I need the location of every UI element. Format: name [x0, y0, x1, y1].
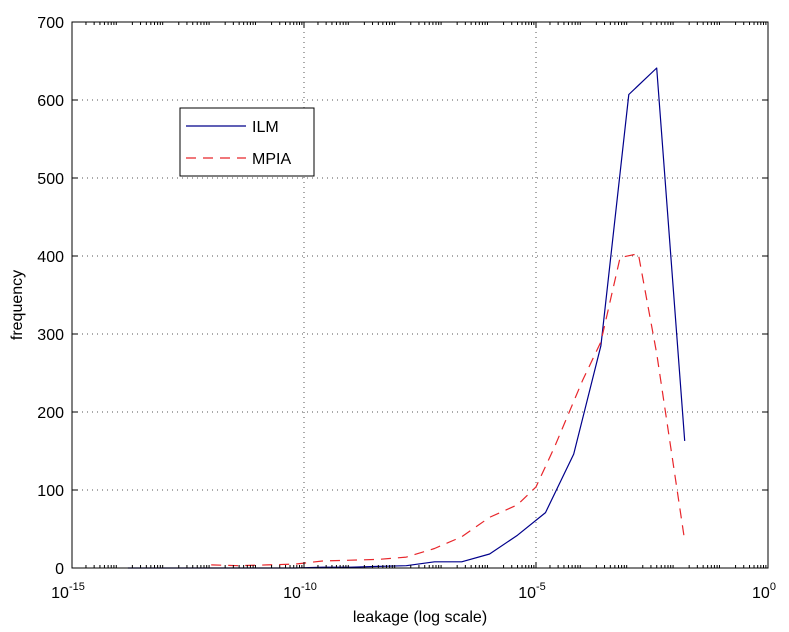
- x-tick-label: 100: [752, 581, 776, 602]
- y-tick-label: 200: [37, 405, 64, 422]
- x-tick-label: 10-15: [51, 581, 85, 602]
- plot-frame: [71, 21, 769, 569]
- y-tick-labels: 0 100 200 300 400 500 600 700: [37, 15, 64, 578]
- y-axis-label: frequency: [9, 270, 26, 340]
- y-tick-label: 700: [37, 15, 64, 32]
- x-axis-label: leakage (log scale): [353, 609, 487, 626]
- plot-background: [72, 22, 768, 568]
- tick-marks: [71, 21, 769, 569]
- legend-label-mpia: MPIA: [252, 151, 291, 168]
- legend: ILM MPIA: [179, 107, 315, 177]
- legend-box: [179, 107, 315, 177]
- series-line-mpia: [211, 253, 686, 567]
- y-tick-label: 0: [55, 561, 64, 578]
- y-tick-label: 500: [37, 171, 64, 188]
- y-tick-label: 100: [37, 483, 64, 500]
- legend-label-ilm: ILM: [252, 119, 279, 136]
- y-tick-label: 600: [37, 93, 64, 110]
- y-tick-label: 300: [37, 327, 64, 344]
- x-tick-labels: 10-15 10-10 10-5 100: [51, 581, 776, 602]
- x-tick-label: 10-5: [518, 581, 546, 602]
- y-tick-label: 400: [37, 249, 64, 266]
- x-tick-label: 10-10: [283, 581, 317, 602]
